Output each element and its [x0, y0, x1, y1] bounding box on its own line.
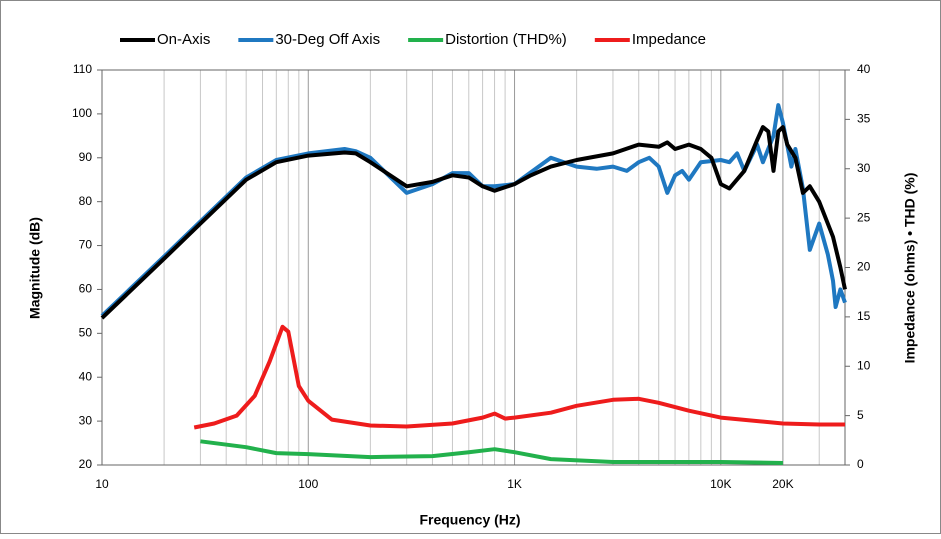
y2-tick-label: 10 [857, 358, 871, 372]
y2-tick-label: 30 [857, 161, 871, 175]
x-tick-label: 10K [710, 477, 731, 491]
y2-tick-label: 15 [857, 309, 871, 323]
x-tick-label: 1K [507, 477, 522, 491]
y-tick-label: 40 [79, 369, 93, 383]
series-line [100, 125, 847, 320]
y-tick-label: 80 [79, 194, 93, 208]
y-tick-label: 60 [79, 282, 93, 296]
legend-label: Distortion (THD%) [445, 31, 567, 48]
y-tick-label: 30 [79, 413, 93, 427]
x-tick-label: 20K [772, 477, 793, 491]
y-tick-label: 20 [79, 457, 93, 471]
y2-tick-label: 5 [857, 408, 864, 422]
y-tick-label: 100 [72, 106, 92, 120]
x-tick-label: 10 [95, 477, 109, 491]
y2-tick-label: 25 [857, 210, 871, 224]
y2-tick-label: 0 [857, 457, 864, 471]
legend-label: Impedance [632, 31, 706, 48]
y2-tick-label: 20 [857, 260, 871, 274]
series-line [200, 439, 783, 465]
x-tick-label: 100 [298, 477, 318, 491]
y-tick-label: 70 [79, 238, 93, 252]
y-axis-label: Magnitude (dB) [27, 217, 43, 319]
y-tick-label: 90 [79, 150, 93, 164]
legend-label: 30-Deg Off Axis [275, 31, 380, 48]
plot-area [101, 69, 846, 466]
y-tick-label: 50 [79, 326, 93, 340]
y-tick-label: 110 [73, 62, 92, 76]
series-line [193, 324, 845, 430]
y2-tick-label: 40 [857, 62, 871, 76]
y2-tick-label: 35 [857, 112, 871, 126]
legend-label: On-Axis [157, 31, 210, 48]
x-axis-label: Frequency (Hz) [419, 512, 520, 528]
series-line [100, 103, 847, 318]
y2-axis-label: Impedance (ohms) • THD (%) [902, 173, 918, 364]
